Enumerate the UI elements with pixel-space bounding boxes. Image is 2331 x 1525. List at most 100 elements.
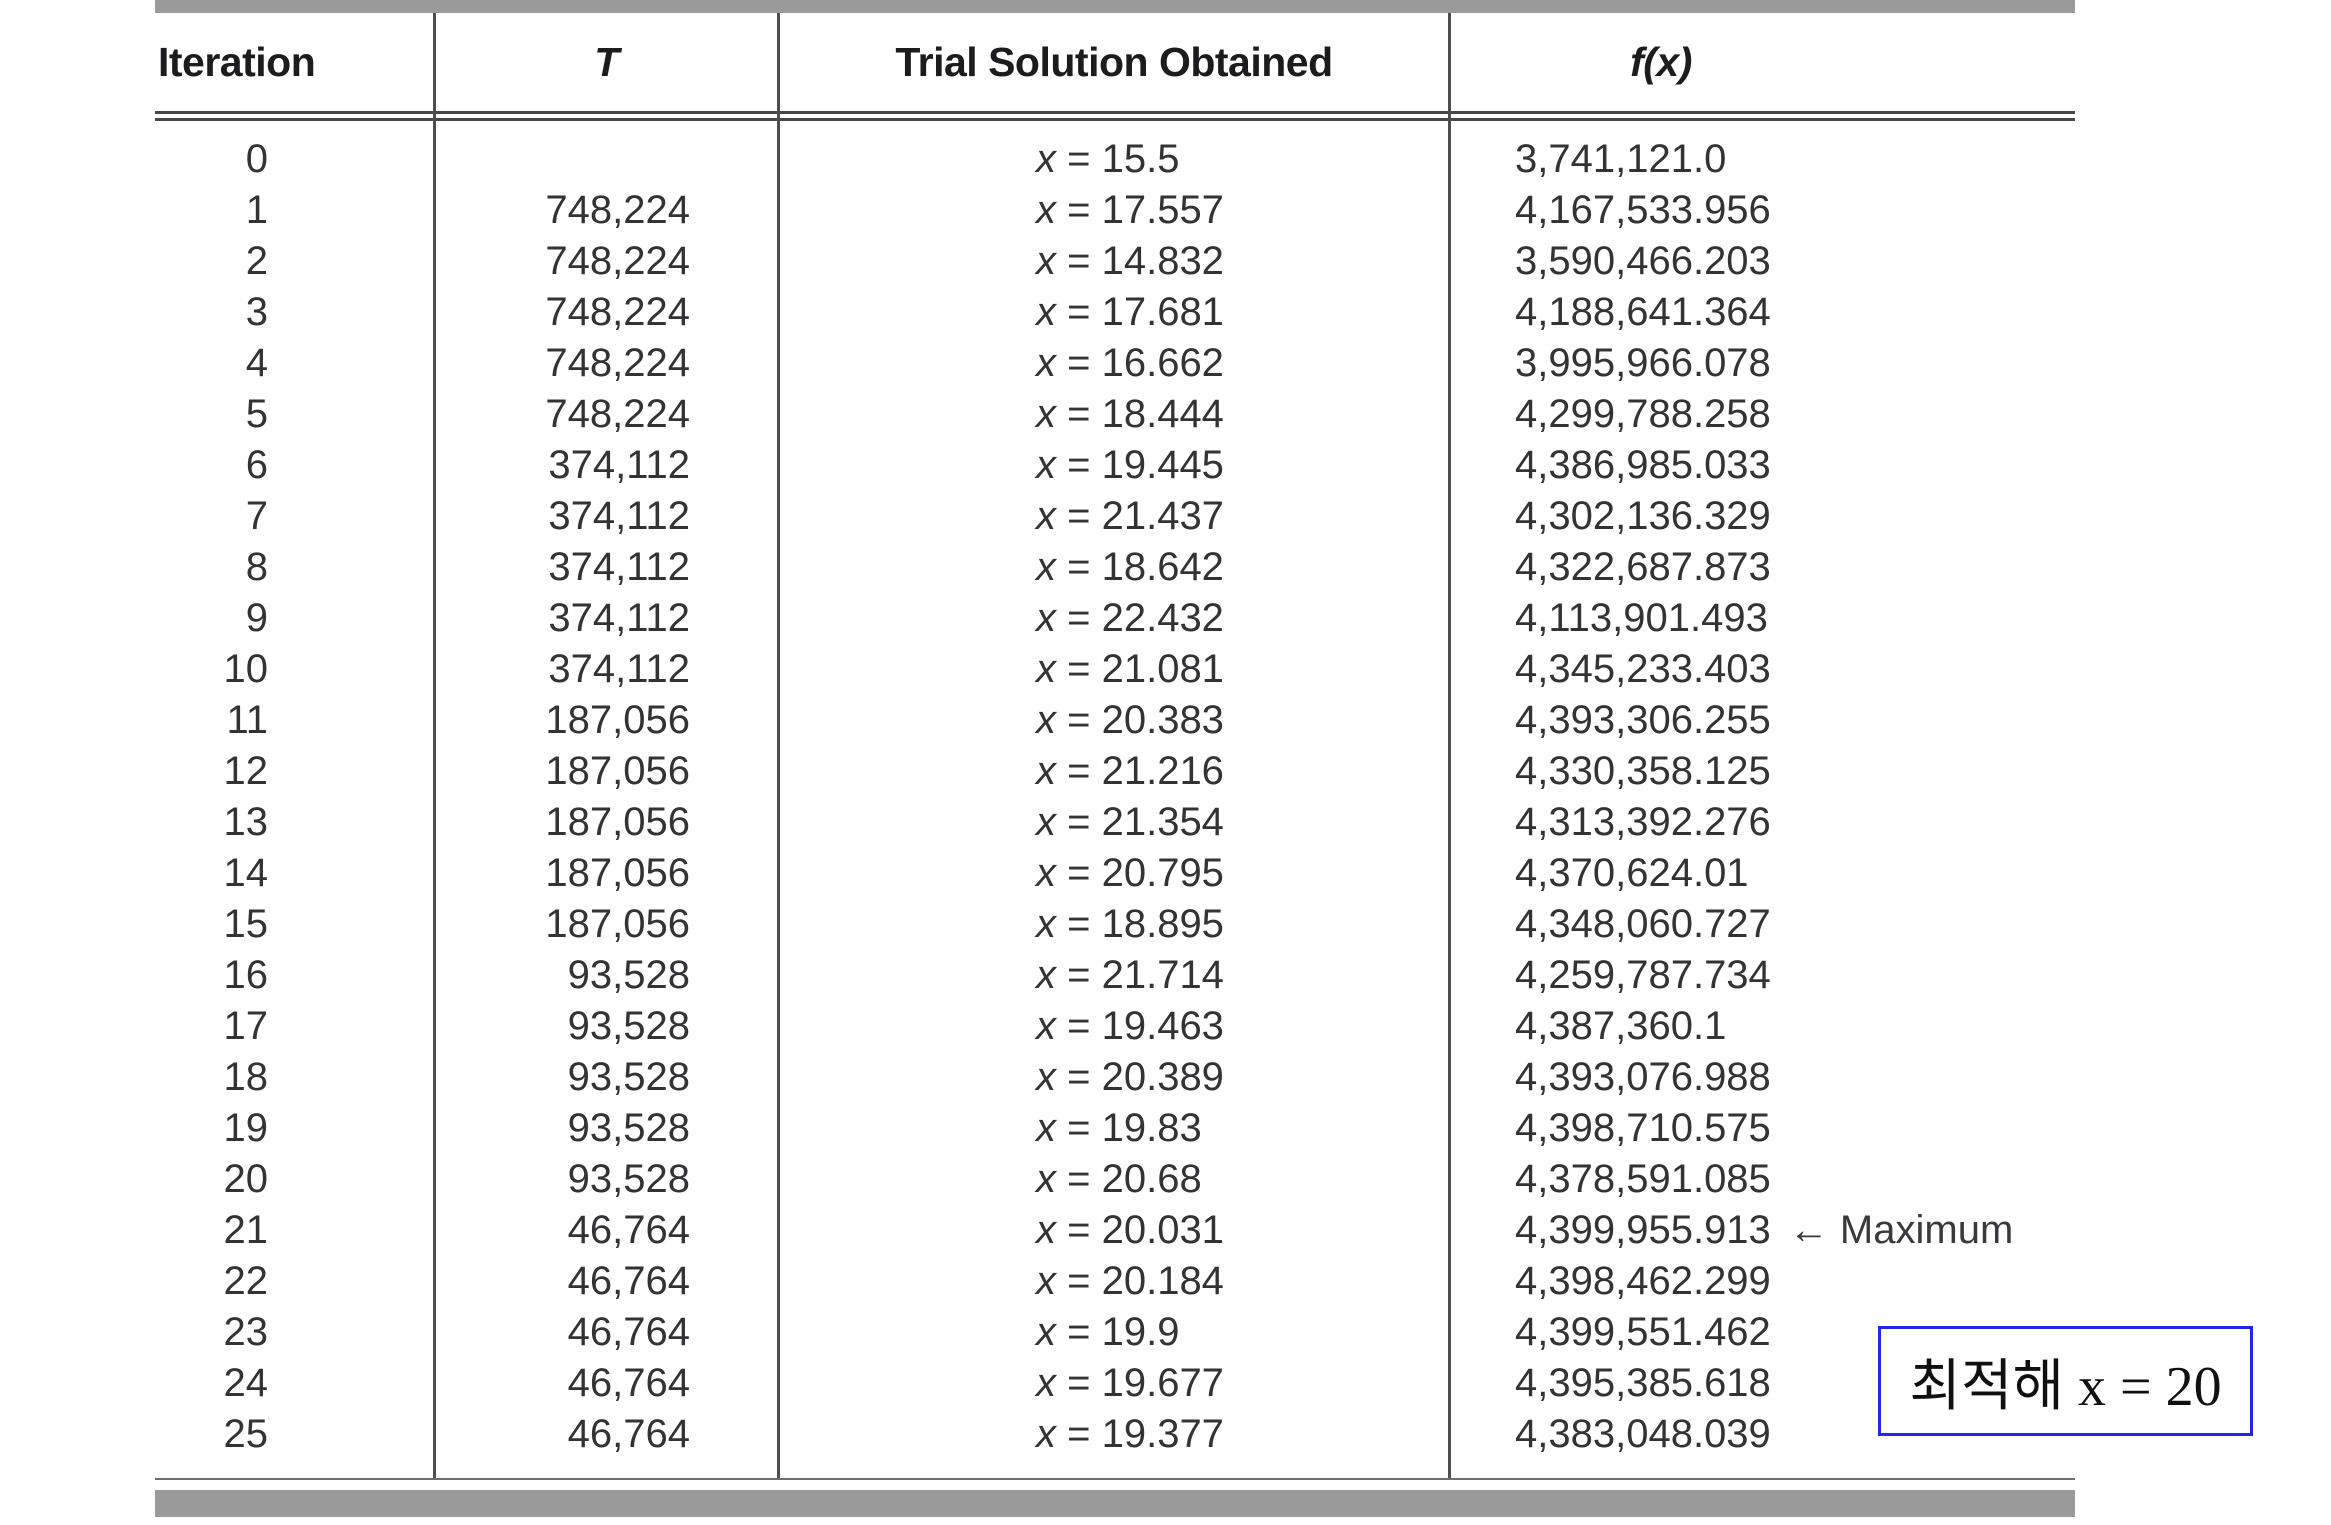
cell-trial-solution: x = 21.714 xyxy=(779,950,1450,1001)
cell-temperature: 374,112 xyxy=(548,596,690,640)
x-value: = 20.389 xyxy=(1056,1055,1224,1099)
x-symbol: x xyxy=(1036,902,1056,946)
x-symbol: x xyxy=(1036,851,1056,895)
cell-trial-solution: x = 20.184 xyxy=(779,1256,1450,1307)
cell-temperature: 374,112 xyxy=(548,494,690,538)
cell-trial-solution: x = 18.642 xyxy=(779,542,1450,593)
x-symbol: x xyxy=(1036,392,1056,436)
cell-iteration: 4 xyxy=(245,341,268,385)
x-symbol: x xyxy=(1036,953,1056,997)
table-bottom-bar xyxy=(155,1490,2075,1517)
cell-trial-solution: x = 20.389 xyxy=(779,1052,1450,1103)
cell-temperature: 187,056 xyxy=(545,749,690,793)
cell-trial-solution: x = 19.463 xyxy=(779,1001,1450,1052)
x-symbol: x xyxy=(1036,545,1056,589)
table-row: 4 748,224 x = 16.662 3,995,966.078 xyxy=(155,338,2075,389)
cell-fx: 4,399,551.462 xyxy=(1450,1307,2075,1358)
x-symbol: x xyxy=(1036,188,1056,232)
x-value: = 19.9 xyxy=(1056,1310,1180,1354)
cell-fx: 4,302,136.329 xyxy=(1450,491,2075,542)
x-symbol: x xyxy=(1036,1208,1056,1252)
x-symbol: x xyxy=(1036,494,1056,538)
header-rule-top xyxy=(155,111,2075,114)
table-bottom-rule xyxy=(155,1478,2075,1480)
cell-iteration: 7 xyxy=(245,494,268,538)
cell-temperature: 46,764 xyxy=(567,1412,690,1456)
table-body: 0 x = 15.5 3,741,121.0 1 748,224 x = 17.… xyxy=(155,134,2075,1460)
x-symbol: x xyxy=(1036,443,1056,487)
cell-temperature: 748,224 xyxy=(545,392,690,436)
cell-trial-solution: x = 21.354 xyxy=(779,797,1450,848)
table-row: 10 374,112 x = 21.081 4,345,233.403 xyxy=(155,644,2075,695)
x-symbol: x xyxy=(1036,1412,1056,1456)
table-row: 7 374,112 x = 21.437 4,302,136.329 xyxy=(155,491,2075,542)
cell-fx: 4,398,710.575 xyxy=(1450,1103,2075,1154)
table-row: 23 46,764 x = 19.9 4,399,551.462 xyxy=(155,1307,2075,1358)
cell-fx-value: 4,386,985.033 xyxy=(1515,443,1771,487)
table-row: 8 374,112 x = 18.642 4,322,687.873 xyxy=(155,542,2075,593)
cell-fx: 4,113,901.493 xyxy=(1450,593,2075,644)
table-row: 15 187,056 x = 18.895 4,348,060.727 xyxy=(155,899,2075,950)
x-value: = 19.677 xyxy=(1056,1361,1224,1405)
cell-fx-value: 4,370,624.01 xyxy=(1515,851,1749,895)
cell-iteration: 23 xyxy=(223,1310,269,1354)
x-symbol: x xyxy=(1036,1004,1056,1048)
cell-iteration: 3 xyxy=(245,290,268,334)
cell-fx-value: 4,345,233.403 xyxy=(1515,647,1771,691)
cell-fx: 4,399,955.913 ← Maximum xyxy=(1450,1205,2075,1256)
header-temperature: T xyxy=(594,38,619,85)
table-row: 14 187,056 x = 20.795 4,370,624.01 xyxy=(155,848,2075,899)
cell-trial-solution: x = 22.432 xyxy=(779,593,1450,644)
table-row: 17 93,528 x = 19.463 4,387,360.1 xyxy=(155,1001,2075,1052)
cell-trial-solution: x = 20.383 xyxy=(779,695,1450,746)
cell-temperature: 93,528 xyxy=(567,1106,690,1150)
x-symbol: x xyxy=(1036,1055,1056,1099)
x-symbol: x xyxy=(1036,596,1056,640)
cell-fx: 4,330,358.125 xyxy=(1450,746,2075,797)
table-row: 11 187,056 x = 20.383 4,393,306.255 xyxy=(155,695,2075,746)
cell-fx-value: 4,348,060.727 xyxy=(1515,902,1771,946)
x-symbol: x xyxy=(1036,1310,1056,1354)
cell-trial-solution: x = 20.795 xyxy=(779,848,1450,899)
cell-temperature: 93,528 xyxy=(567,1055,690,1099)
cell-fx: 4,395,385.618 xyxy=(1450,1358,2075,1409)
cell-fx: 3,590,466.203 xyxy=(1450,236,2075,287)
cell-iteration: 1 xyxy=(245,188,268,232)
cell-fx: 4,313,392.276 xyxy=(1450,797,2075,848)
cell-fx-value: 4,395,385.618 xyxy=(1515,1361,1771,1405)
cell-temperature: 46,764 xyxy=(567,1259,690,1303)
x-value: = 21.714 xyxy=(1056,953,1224,997)
column-divider-3 xyxy=(1448,13,1451,1479)
cell-trial-solution: x = 20.031 xyxy=(779,1205,1450,1256)
x-value: = 19.377 xyxy=(1056,1412,1224,1456)
x-symbol: x xyxy=(1036,800,1056,844)
table-row: 1 748,224 x = 17.557 4,167,533.956 xyxy=(155,185,2075,236)
table-row: 24 46,764 x = 19.677 4,395,385.618 xyxy=(155,1358,2075,1409)
cell-fx: 4,348,060.727 xyxy=(1450,899,2075,950)
cell-fx-value: 4,299,788.258 xyxy=(1515,392,1771,436)
cell-fx: 4,370,624.01 xyxy=(1450,848,2075,899)
x-symbol: x xyxy=(1036,290,1056,334)
x-value: = 19.83 xyxy=(1056,1106,1202,1150)
cell-trial-solution: x = 17.681 xyxy=(779,287,1450,338)
column-divider-1 xyxy=(433,13,436,1479)
x-value: = 20.184 xyxy=(1056,1259,1224,1303)
cell-fx-value: 4,399,955.913 xyxy=(1515,1208,1771,1252)
cell-fx-value: 4,398,462.299 xyxy=(1515,1259,1771,1303)
x-value: = 20.795 xyxy=(1056,851,1224,895)
cell-temperature: 748,224 xyxy=(545,188,690,232)
cell-temperature: 46,764 xyxy=(567,1310,690,1354)
x-symbol: x xyxy=(1036,137,1056,181)
x-value: = 21.216 xyxy=(1056,749,1224,793)
cell-fx: 4,383,048.039 xyxy=(1450,1409,2075,1460)
cell-iteration: 20 xyxy=(223,1157,269,1201)
cell-iteration: 24 xyxy=(223,1361,269,1405)
cell-iteration: 25 xyxy=(223,1412,269,1456)
x-value: = 21.354 xyxy=(1056,800,1224,844)
cell-iteration: 10 xyxy=(223,647,269,691)
cell-fx-value: 4,302,136.329 xyxy=(1515,494,1771,538)
cell-fx: 4,393,076.988 xyxy=(1450,1052,2075,1103)
cell-iteration: 15 xyxy=(223,902,269,946)
cell-fx-value: 4,399,551.462 xyxy=(1515,1310,1771,1354)
annotation-text: 최적해 x = 20 xyxy=(1909,1355,2222,1418)
